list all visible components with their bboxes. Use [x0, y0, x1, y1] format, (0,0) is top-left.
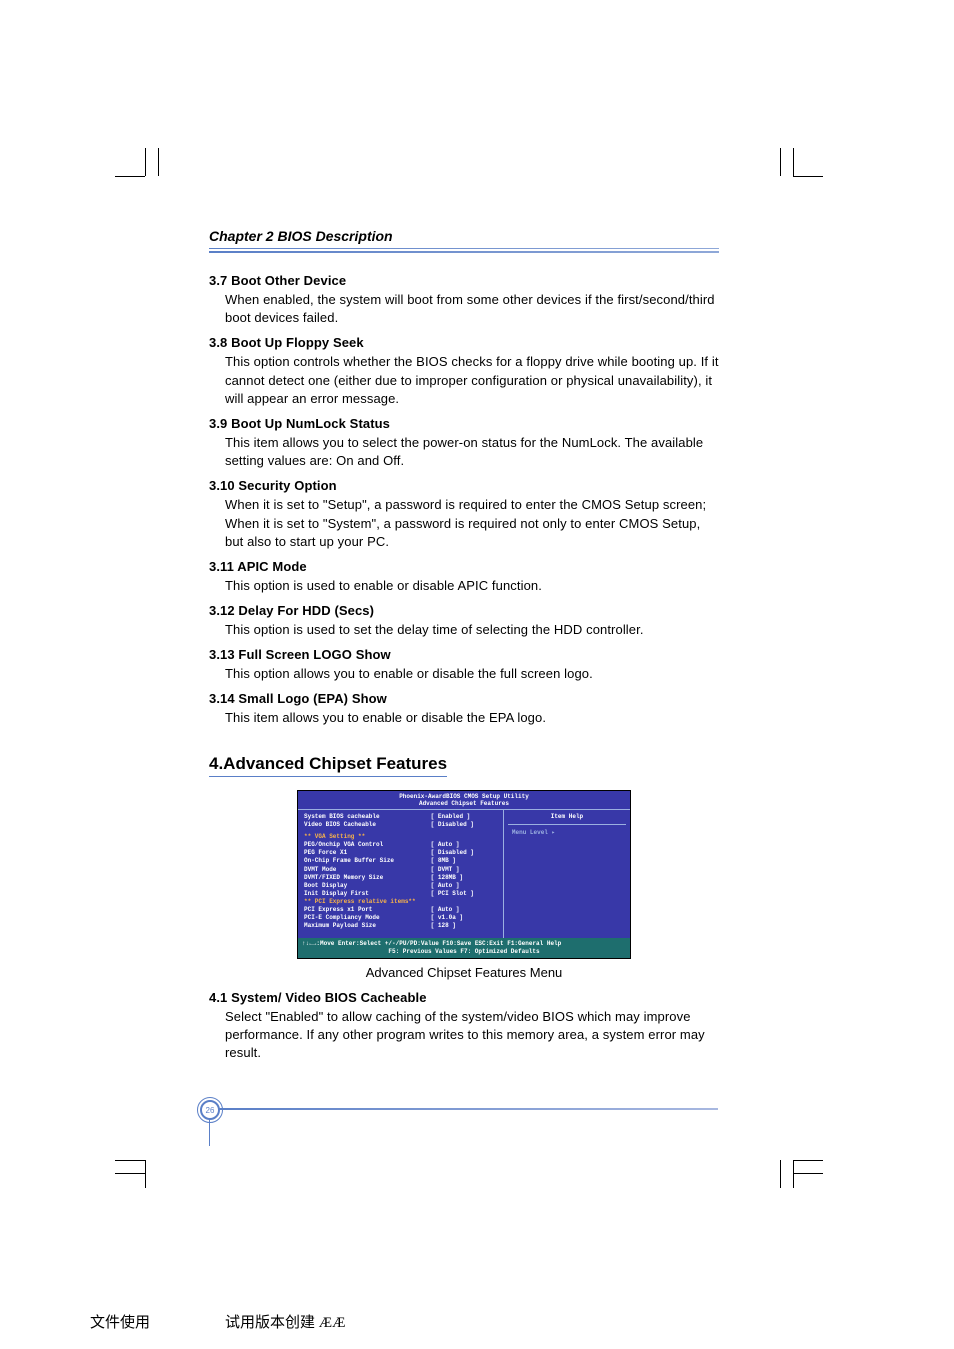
- section-heading: 3.12 Delay For HDD (Secs): [209, 603, 719, 618]
- divider: [209, 251, 719, 253]
- bios-footer-line: F5: Previous Values F7: Optimized Defaul…: [302, 948, 626, 956]
- watermark-text: 文件使用: [90, 1315, 154, 1331]
- body-text: This item allows you to enable or disabl…: [225, 709, 719, 727]
- crop-mark: [793, 1160, 794, 1188]
- chapter-title: Chapter 2 BIOS Description: [209, 228, 719, 244]
- body-text: When enabled, the system will boot from …: [225, 291, 719, 327]
- major-heading: 4.Advanced Chipset Features: [209, 754, 447, 777]
- bios-help-panel: Item Help Menu Level ▸: [504, 810, 630, 938]
- body-text: This option allows you to enable or disa…: [225, 665, 719, 683]
- crop-mark: [158, 148, 159, 176]
- body-text: This option is used to enable or disable…: [225, 577, 719, 595]
- bios-footer: ↑↓←→:Move Enter:Select +/-/PU/PD:Value F…: [298, 938, 630, 958]
- bios-row: PCI-E Compliancy Mode[ v1.0a ]: [304, 914, 499, 922]
- bios-footer-line: ↑↓←→:Move Enter:Select +/-/PU/PD:Value F…: [302, 940, 626, 948]
- bios-row: DVMT/FIXED Memory Size[ 128MB ]: [304, 874, 499, 882]
- bios-category: ** PCI Express relative items**: [304, 898, 499, 906]
- crop-mark: [145, 1160, 146, 1188]
- crop-mark: [115, 1160, 145, 1161]
- bios-subtitle: Advanced Chipset Features: [298, 800, 630, 807]
- crop-mark: [793, 176, 823, 177]
- section-heading: 4.1 System/ Video BIOS Cacheable: [209, 990, 719, 1005]
- divider: [209, 248, 719, 249]
- crop-mark: [780, 148, 781, 176]
- crop-mark: [115, 176, 145, 177]
- section-heading: 3.10 Security Option: [209, 478, 719, 493]
- body-text: Select "Enabled" to allow caching of the…: [225, 1008, 719, 1063]
- figure-caption: Advanced Chipset Features Menu: [209, 965, 719, 980]
- bios-row: PEG Force X1[ Disabled ]: [304, 849, 499, 857]
- section-heading: 3.11 APIC Mode: [209, 559, 719, 574]
- section-heading: 3.7 Boot Other Device: [209, 273, 719, 288]
- page-number: 26: [200, 1100, 220, 1120]
- bios-body: System BIOS cacheable[ Enabled ] Video B…: [298, 809, 630, 938]
- bios-item-help-label: Item Help: [508, 813, 626, 825]
- crop-mark: [145, 148, 146, 176]
- bios-row: PEG/Onchip VGA Control[ Auto ]: [304, 841, 499, 849]
- bios-row: Boot Display[ Auto ]: [304, 882, 499, 890]
- bios-screenshot: Phoenix-AwardBIOS CMOS Setup Utility Adv…: [297, 790, 631, 959]
- body-text: This item allows you to select the power…: [225, 434, 719, 470]
- bios-category: ** VGA Setting **: [304, 833, 499, 841]
- bios-title: Phoenix-AwardBIOS CMOS Setup Utility: [298, 793, 630, 800]
- crop-mark: [793, 1173, 823, 1174]
- bios-row: Maximum Payload Size[ 128 ]: [304, 922, 499, 930]
- crop-mark: [115, 1173, 145, 1174]
- bios-row: Init Display First[ PCI Slot ]: [304, 890, 499, 898]
- body-text: This option controls whether the BIOS ch…: [225, 353, 719, 408]
- section-heading: 3.8 Boot Up Floppy Seek: [209, 335, 719, 350]
- pdf-watermark: 文件使用 试用版本创建 ÆÆ: [90, 1311, 345, 1332]
- section-heading: 3.13 Full Screen LOGO Show: [209, 647, 719, 662]
- bios-row: System BIOS cacheable[ Enabled ]: [304, 813, 499, 821]
- footer-divider: [218, 1108, 718, 1110]
- crop-mark: [793, 1160, 823, 1161]
- section-heading: 3.14 Small Logo (EPA) Show: [209, 691, 719, 706]
- bios-row: DVMT Mode[ DVMT ]: [304, 866, 499, 874]
- crop-mark: [793, 148, 794, 176]
- crop-mark: [780, 1160, 781, 1188]
- bios-menu-level: Menu Level ▸: [508, 829, 626, 836]
- bios-left-panel: System BIOS cacheable[ Enabled ] Video B…: [298, 810, 504, 938]
- bios-row: On-Chip Frame Buffer Size[ 8MB ]: [304, 857, 499, 865]
- body-text: This option is used to set the delay tim…: [225, 621, 719, 639]
- bios-header: Phoenix-AwardBIOS CMOS Setup Utility Adv…: [298, 791, 630, 809]
- section-heading: 3.9 Boot Up NumLock Status: [209, 416, 719, 431]
- bios-row: Video BIOS Cacheable[ Disabled ]: [304, 821, 499, 829]
- watermark-text: 试用版本创建 ÆÆ: [225, 1315, 345, 1331]
- bios-row: PCI Express x1 Port[ Auto ]: [304, 906, 499, 914]
- body-text: When it is set to "Setup", a password is…: [225, 496, 719, 551]
- document-page: Chapter 2 BIOS Description 3.7 Boot Othe…: [209, 228, 719, 1066]
